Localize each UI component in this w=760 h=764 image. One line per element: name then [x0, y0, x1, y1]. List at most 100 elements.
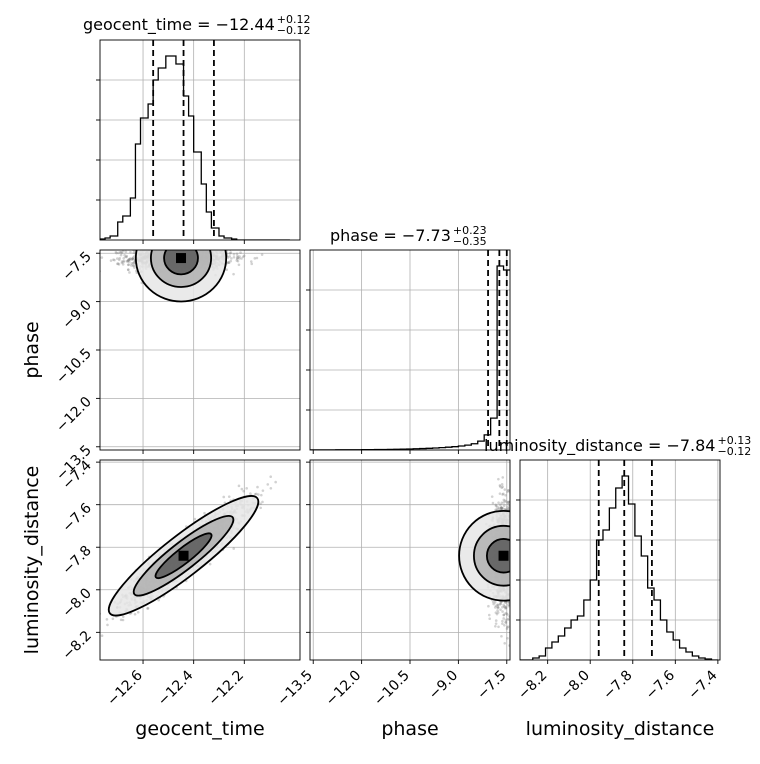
- x-axis-label-phase: phase: [381, 718, 438, 740]
- sample-point: [266, 483, 270, 486]
- sample-point: [142, 247, 145, 250]
- sample-point: [507, 603, 510, 606]
- histogram-luminosity-distance: [520, 475, 718, 660]
- sample-point: [164, 245, 167, 248]
- sample-point: [510, 548, 513, 551]
- sample-point: [513, 577, 516, 580]
- sample-point: [119, 253, 123, 257]
- sample-point: [507, 500, 510, 504]
- sample-point: [179, 246, 182, 249]
- sample-point: [237, 484, 241, 488]
- sample-point: [488, 617, 492, 620]
- sample-point: [127, 263, 131, 266]
- sample-point: [131, 261, 135, 265]
- sample-point: [126, 260, 130, 263]
- sample-point: [497, 506, 501, 510]
- sample-point: [184, 243, 187, 246]
- sample-point: [197, 247, 200, 250]
- sample-point: [510, 533, 513, 536]
- sample-point: [131, 257, 135, 261]
- sample-point: [199, 246, 202, 249]
- sample-point: [501, 605, 504, 609]
- sample-point: [501, 610, 504, 613]
- sample-point: [493, 606, 497, 609]
- sample-point: [512, 575, 515, 578]
- sample-point: [494, 604, 498, 608]
- sample-point: [132, 264, 135, 267]
- sample-point: [241, 255, 245, 259]
- sample-point: [497, 625, 500, 629]
- sample-point: [118, 250, 122, 254]
- sample-point: [512, 548, 515, 551]
- sample-point: [259, 502, 262, 506]
- sample-point: [513, 604, 516, 607]
- sample-point: [511, 539, 514, 542]
- sample-point: [487, 613, 491, 617]
- sample-point: [130, 262, 133, 265]
- density-peak: [176, 253, 187, 264]
- sample-point: [503, 600, 507, 604]
- sample-point: [511, 554, 514, 557]
- sample-point: [182, 247, 185, 250]
- sample-point: [500, 486, 504, 490]
- panel-1-1: [306, 249, 511, 454]
- sample-point: [203, 511, 206, 515]
- sample-point: [511, 536, 514, 539]
- sample-point: [133, 266, 136, 269]
- sample-point: [517, 583, 520, 586]
- sample-point: [511, 543, 514, 546]
- sample-point: [512, 537, 515, 540]
- sample-point: [176, 247, 179, 250]
- sample-point: [502, 501, 506, 504]
- sample-point: [229, 247, 232, 250]
- sample-point: [226, 256, 230, 259]
- title-phase-minus: −0.35: [452, 235, 487, 248]
- sample-point: [148, 247, 151, 250]
- sample-point: [506, 488, 510, 492]
- sample-point: [503, 488, 507, 491]
- sample-point: [499, 601, 503, 604]
- sample-point: [133, 612, 137, 616]
- sample-point: [511, 549, 514, 552]
- sample-point: [170, 245, 173, 248]
- sample-point: [113, 258, 116, 262]
- sample-point: [227, 261, 230, 264]
- sample-point: [497, 501, 500, 505]
- sample-point: [512, 554, 515, 557]
- sample-point: [177, 242, 180, 245]
- sample-point: [125, 255, 128, 259]
- sample-point: [511, 584, 514, 587]
- sample-point: [492, 602, 495, 606]
- sample-point: [167, 246, 170, 249]
- sample-point: [91, 610, 94, 613]
- sample-point: [129, 257, 132, 260]
- sample-point: [173, 243, 176, 246]
- sample-point: [500, 501, 504, 505]
- x-tick-label-geocent-time-2: −12.2: [205, 668, 247, 710]
- sample-point: [232, 253, 236, 256]
- panel-2-1: −13.5 −12.0 −10.5 −9.0 −7.5: [274, 459, 520, 709]
- sample-point: [512, 565, 515, 568]
- sample-point: [494, 504, 498, 508]
- sample-point: [257, 493, 260, 496]
- sample-point: [513, 566, 516, 569]
- sample-point: [236, 256, 240, 259]
- sample-point: [511, 547, 514, 550]
- sample-point: [511, 567, 514, 570]
- sample-point: [126, 263, 130, 267]
- sample-point: [242, 489, 245, 493]
- sample-point: [117, 258, 121, 262]
- sample-point: [500, 507, 503, 510]
- sample-point: [514, 583, 517, 586]
- sample-point: [253, 492, 257, 496]
- x-axis-label-geocent-time: geocent_time: [135, 718, 264, 740]
- sample-point: [206, 247, 209, 250]
- sample-point: [511, 590, 514, 593]
- sample-point: [513, 549, 516, 552]
- sample-point: [240, 487, 244, 491]
- sample-point: [121, 618, 125, 622]
- sample-point: [494, 624, 497, 628]
- sample-point: [501, 492, 505, 496]
- sample-point: [136, 610, 140, 614]
